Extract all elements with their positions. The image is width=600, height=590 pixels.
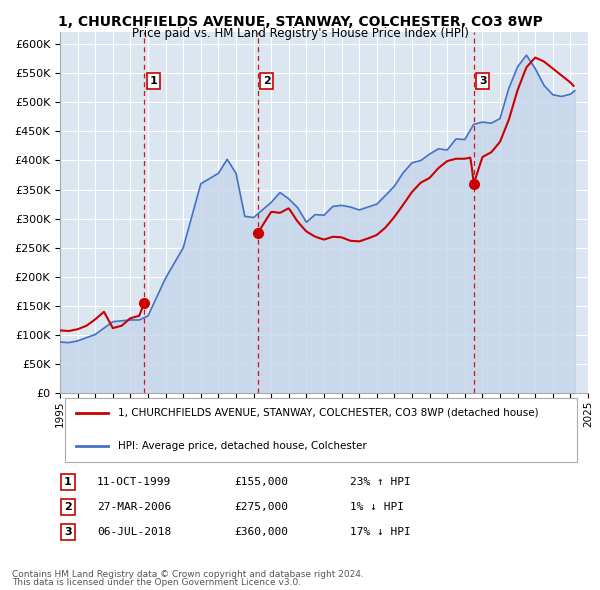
Text: £360,000: £360,000 (234, 527, 288, 537)
Text: 2: 2 (64, 502, 72, 512)
Text: 3: 3 (479, 76, 487, 86)
Text: £275,000: £275,000 (234, 502, 288, 512)
Text: 1, CHURCHFIELDS AVENUE, STANWAY, COLCHESTER, CO3 8WP (detached house): 1, CHURCHFIELDS AVENUE, STANWAY, COLCHES… (118, 408, 539, 418)
Text: Contains HM Land Registry data © Crown copyright and database right 2024.: Contains HM Land Registry data © Crown c… (12, 570, 364, 579)
Text: 06-JUL-2018: 06-JUL-2018 (97, 527, 171, 537)
Text: 17% ↓ HPI: 17% ↓ HPI (350, 527, 411, 537)
Text: 3: 3 (64, 527, 72, 537)
Text: 11-OCT-1999: 11-OCT-1999 (97, 477, 171, 487)
Text: This data is licensed under the Open Government Licence v3.0.: This data is licensed under the Open Gov… (12, 578, 301, 587)
Text: 1% ↓ HPI: 1% ↓ HPI (350, 502, 404, 512)
Text: £155,000: £155,000 (234, 477, 288, 487)
Text: Price paid vs. HM Land Registry's House Price Index (HPI): Price paid vs. HM Land Registry's House … (131, 27, 469, 40)
Text: 2: 2 (263, 76, 271, 86)
FancyBboxPatch shape (65, 398, 577, 462)
Text: 27-MAR-2006: 27-MAR-2006 (97, 502, 171, 512)
Text: 1, CHURCHFIELDS AVENUE, STANWAY, COLCHESTER, CO3 8WP: 1, CHURCHFIELDS AVENUE, STANWAY, COLCHES… (58, 15, 542, 29)
Text: 23% ↑ HPI: 23% ↑ HPI (350, 477, 411, 487)
Text: 1: 1 (64, 477, 72, 487)
Text: 1: 1 (149, 76, 157, 86)
Text: HPI: Average price, detached house, Colchester: HPI: Average price, detached house, Colc… (118, 441, 367, 451)
